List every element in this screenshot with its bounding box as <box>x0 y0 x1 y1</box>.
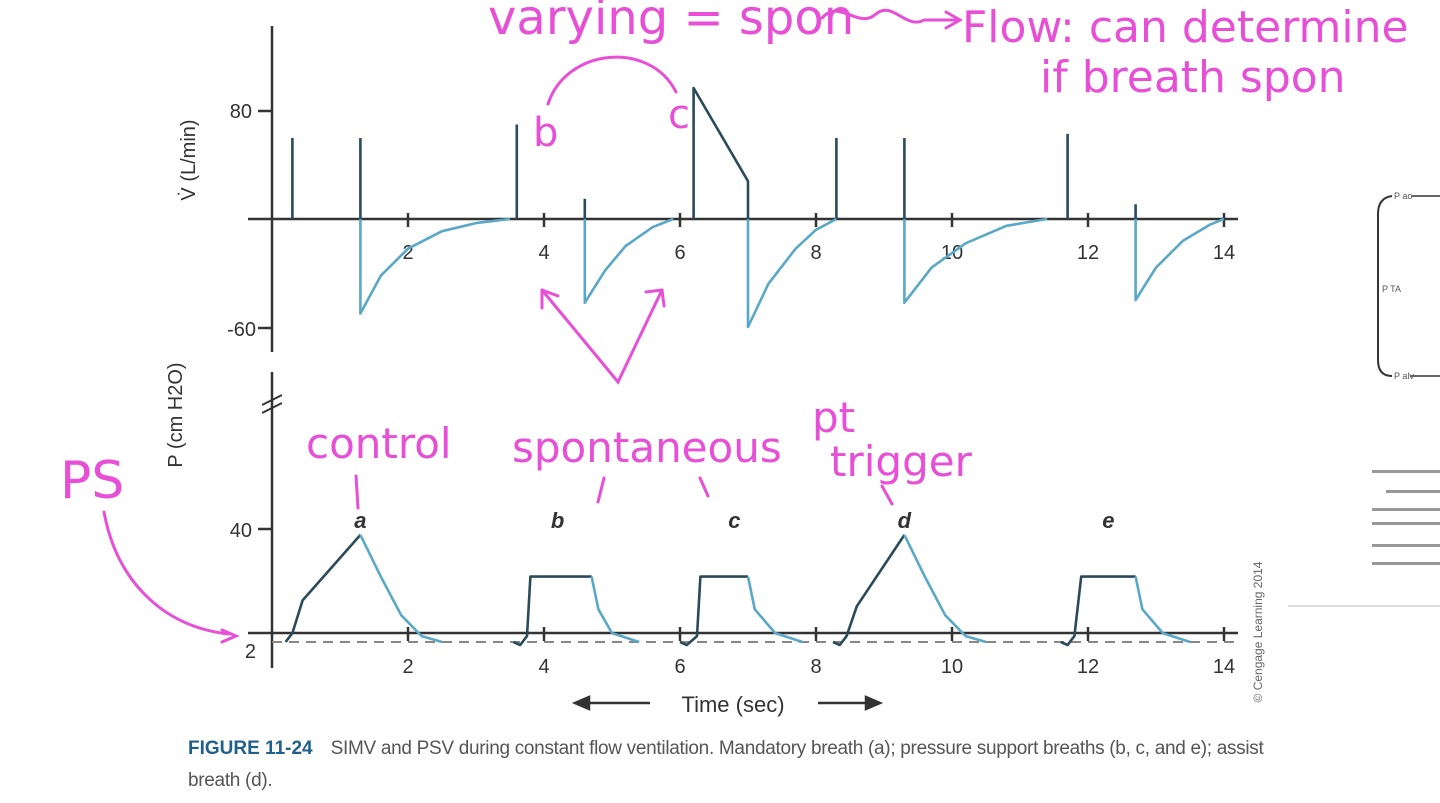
inset-legend-line-6 <box>1372 562 1440 565</box>
inset-label-pta: P TA <box>1382 284 1401 294</box>
flow-ytick-label-80: 80 <box>230 101 252 123</box>
pressure-xticks-group: 2 4 6 8 10 12 14 <box>402 627 1235 678</box>
bc-arc <box>546 55 678 106</box>
pressure-xtick-label-10: 10 <box>941 656 963 678</box>
annotation-b: b <box>533 110 558 156</box>
pressure-series-1-segment-4 <box>1134 576 1191 644</box>
ps-pointer-head <box>220 628 240 644</box>
flow-series-1-segment-3 <box>903 217 1048 304</box>
pressure-xtick-label-4: 4 <box>538 656 549 678</box>
annotation-control: control <box>306 419 452 468</box>
annotation-spontaneous: spontaneous <box>512 423 782 472</box>
flow-xticks-group: 2 4 6 8 10 12 14 <box>402 213 1235 264</box>
flow-series-1-segment-1 <box>583 217 674 304</box>
annotation-ps: PS <box>60 451 124 511</box>
squiggle-arrowhead <box>944 10 964 30</box>
inset-legend-line-5 <box>1372 544 1440 547</box>
axis-break-mark-2 <box>261 402 283 414</box>
control-tick <box>354 474 360 510</box>
annotation-trigger: trigger <box>830 437 973 486</box>
v-arrow-head-left <box>540 288 560 310</box>
pressure-xtick-label-6: 6 <box>674 656 685 678</box>
pressure-series-0-segment-0 <box>284 534 362 643</box>
flow-xtick-label-14: 14 <box>1213 242 1235 264</box>
pressure-series-0-segment-3 <box>832 534 906 647</box>
flow-series-1-segment-2 <box>746 217 838 329</box>
flow-ytick-label-neg60: -60 <box>227 319 256 341</box>
pressure-series-1-segment-3 <box>903 534 987 644</box>
spont-tick-left <box>596 476 606 504</box>
breath-label-b: b <box>551 508 564 533</box>
inset-legend-line-1 <box>1372 470 1440 473</box>
flow-xtick-label-6: 6 <box>674 242 685 264</box>
ps-pointer <box>102 510 230 636</box>
flow-series-1-segment-4 <box>1134 217 1225 302</box>
annotation-pt: pt <box>812 393 855 442</box>
pressure-series-0-segment-1 <box>512 575 592 647</box>
pressure-xtick-label-14: 14 <box>1213 656 1235 678</box>
flow-xtick-label-4: 4 <box>538 242 549 264</box>
pressure-ytick-label-2: 2 <box>245 641 256 663</box>
handwritten-annotations: varying = spon Flow: can determine if br… <box>60 0 1409 511</box>
inset-legend-line-4 <box>1372 522 1440 525</box>
handwritten-strokes <box>102 8 964 644</box>
pressure-y-axis-label: P (cm H2O) <box>165 362 187 467</box>
pressure-series-0-segment-2 <box>679 575 748 647</box>
flow-xtick-label-8: 8 <box>810 242 821 264</box>
annotation-varying-spon: varying = spon <box>488 0 854 46</box>
pressure-series-0-segment-4 <box>1060 575 1136 647</box>
inset-label-pao: P ao <box>1394 191 1412 201</box>
pressure-series-1-segment-2 <box>746 576 803 644</box>
breath-labels-group: a b c d e <box>354 508 1114 533</box>
pressure-xtick-label-2: 2 <box>402 656 413 678</box>
annotation-flow-line1: Flow: can determine <box>962 2 1409 53</box>
flow-series-1-segment-0 <box>359 217 511 315</box>
figure-caption: FIGURE 11-24 SIMV and PSV during constant… <box>188 733 1268 797</box>
pressure-ytick-label-40: 40 <box>230 520 252 542</box>
trigger-tick <box>880 484 894 506</box>
v-arrow-head-right <box>644 288 666 308</box>
pressure-series-1-segment-1 <box>590 576 640 644</box>
flow-y-axis-label: V̇ (L/min) <box>178 119 200 200</box>
copyright-text: © Cengage Learning 2014 <box>1251 561 1265 702</box>
inset-legend-line-3 <box>1372 508 1440 511</box>
breath-label-d: d <box>898 508 912 533</box>
v-arrow <box>540 288 664 385</box>
inset-bracket <box>1377 195 1393 377</box>
annotation-c: c <box>668 92 690 138</box>
pressure-axes <box>248 372 1238 668</box>
pressure-series-1-segment-0 <box>359 534 443 644</box>
pressure-x-axis-label: Time (sec) <box>681 692 784 717</box>
flow-xtick-label-2: 2 <box>402 242 413 264</box>
breath-label-a: a <box>354 508 366 533</box>
flow-axes <box>248 26 1238 352</box>
inset-legend-line-2 <box>1386 490 1440 493</box>
flow-xtick-label-12: 12 <box>1077 242 1099 264</box>
time-arrow-right-head <box>864 695 884 711</box>
time-arrow-left-head <box>571 695 591 711</box>
flow-series-0-segment-4 <box>692 86 750 219</box>
figure-caption-text: SIMV and PSV during constant flow ventil… <box>188 738 1264 791</box>
pressure-xtick-label-12: 12 <box>1077 656 1099 678</box>
pressure-xtick-label-8: 8 <box>810 656 821 678</box>
inset-label-palv: P alv <box>1394 371 1414 381</box>
axis-break-mark-1 <box>261 394 283 406</box>
breath-label-c: c <box>728 508 740 533</box>
flow-series-group <box>291 86 1225 329</box>
time-arrows <box>571 695 884 711</box>
squiggle-arrow <box>820 8 960 24</box>
spont-tick-right <box>698 476 710 498</box>
annotation-flow-line2: if breath spon <box>1040 52 1346 103</box>
cropped-inset-diagram: P ao P TA P alv <box>1288 191 1440 607</box>
figure-caption-label: FIGURE 11-24 <box>188 738 313 759</box>
breath-label-e: e <box>1102 508 1114 533</box>
pressure-series-group <box>284 534 1191 647</box>
